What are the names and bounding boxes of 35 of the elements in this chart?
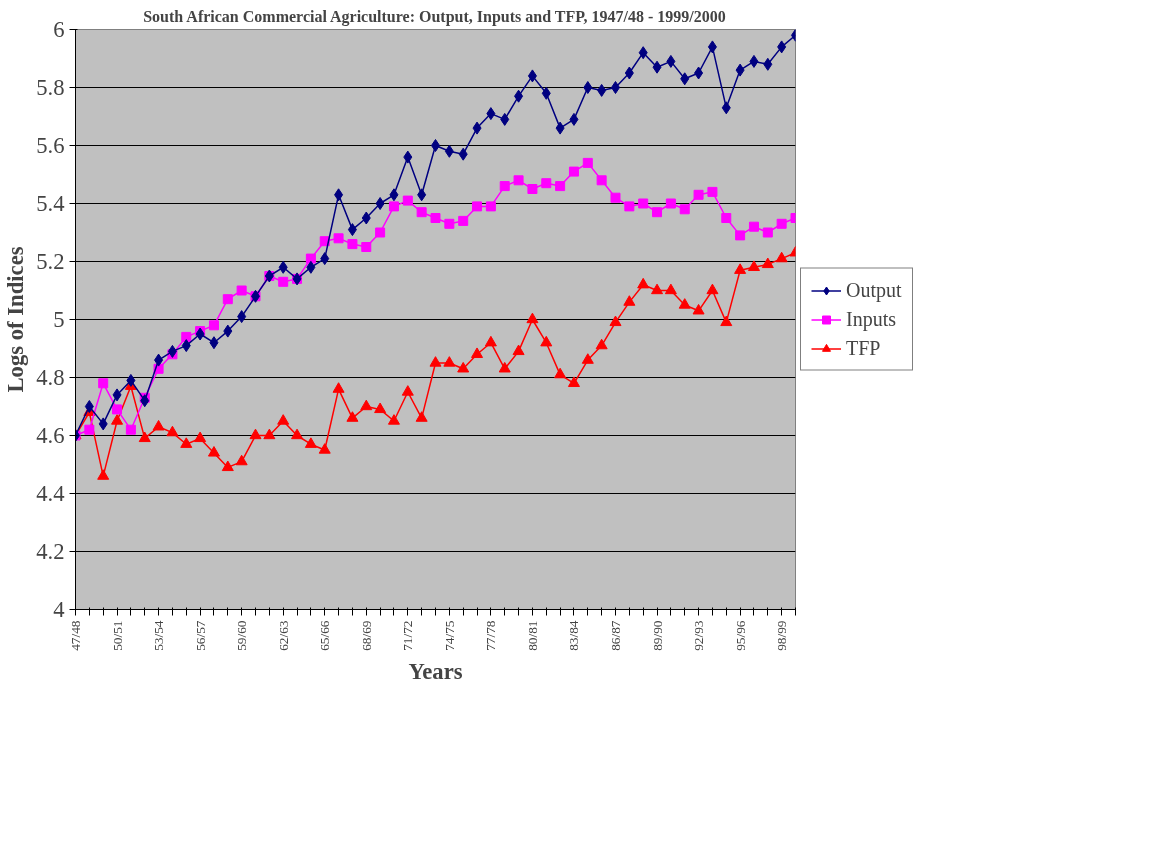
y-tick-label: 5 (53, 307, 65, 332)
y-tick-label: 5.4 (36, 191, 65, 216)
x-tick-label: 95/96 (732, 620, 748, 651)
legend-label: Output (846, 278, 902, 302)
y-tick-label: 5.6 (36, 133, 65, 158)
y-tick-label: 6 (53, 17, 65, 42)
x-tick-label: 62/63 (275, 620, 291, 651)
x-tick-label: 71/72 (400, 620, 416, 651)
x-axis-title: Years (408, 658, 463, 684)
y-tick-label: 4.2 (36, 539, 65, 564)
x-tick-label: 77/78 (483, 620, 499, 651)
x-tick-label: 68/69 (358, 620, 374, 651)
y-tick-label: 4.6 (36, 423, 65, 448)
x-tick-label: 92/93 (691, 620, 707, 651)
chart-title: South African Commercial Agriculture: Output, Inputs and TFP, 1947/48 - 1999/2000 (143, 7, 726, 26)
legend-label: TFP (846, 336, 881, 360)
y-tick-label: 4 (53, 597, 65, 622)
y-tick-label: 5.2 (36, 249, 65, 274)
x-tick-label: 65/66 (317, 620, 333, 651)
y-axis-title: Logs of Indices (3, 246, 29, 393)
x-tick-label: 83/84 (566, 620, 582, 651)
x-tick-label: 56/57 (192, 620, 208, 651)
x-tick-label: 59/60 (234, 620, 250, 651)
x-tick-label: 89/90 (649, 620, 665, 651)
x-tick-label: 47/48 (68, 620, 83, 651)
x-tick-label: 50/51 (109, 620, 125, 651)
x-tick-label: 53/54 (151, 620, 167, 651)
y-tick-label: 5.8 (36, 75, 65, 100)
x-tick-label: 74/75 (441, 620, 457, 651)
x-tick-label: 98/99 (774, 620, 790, 651)
y-tick-label: 4.4 (36, 481, 65, 506)
x-tick-label: 86/87 (608, 620, 623, 651)
x-tick-label: 80/81 (524, 620, 540, 651)
legend-label: Inputs (846, 307, 896, 331)
y-tick-label: 4.8 (36, 365, 65, 390)
